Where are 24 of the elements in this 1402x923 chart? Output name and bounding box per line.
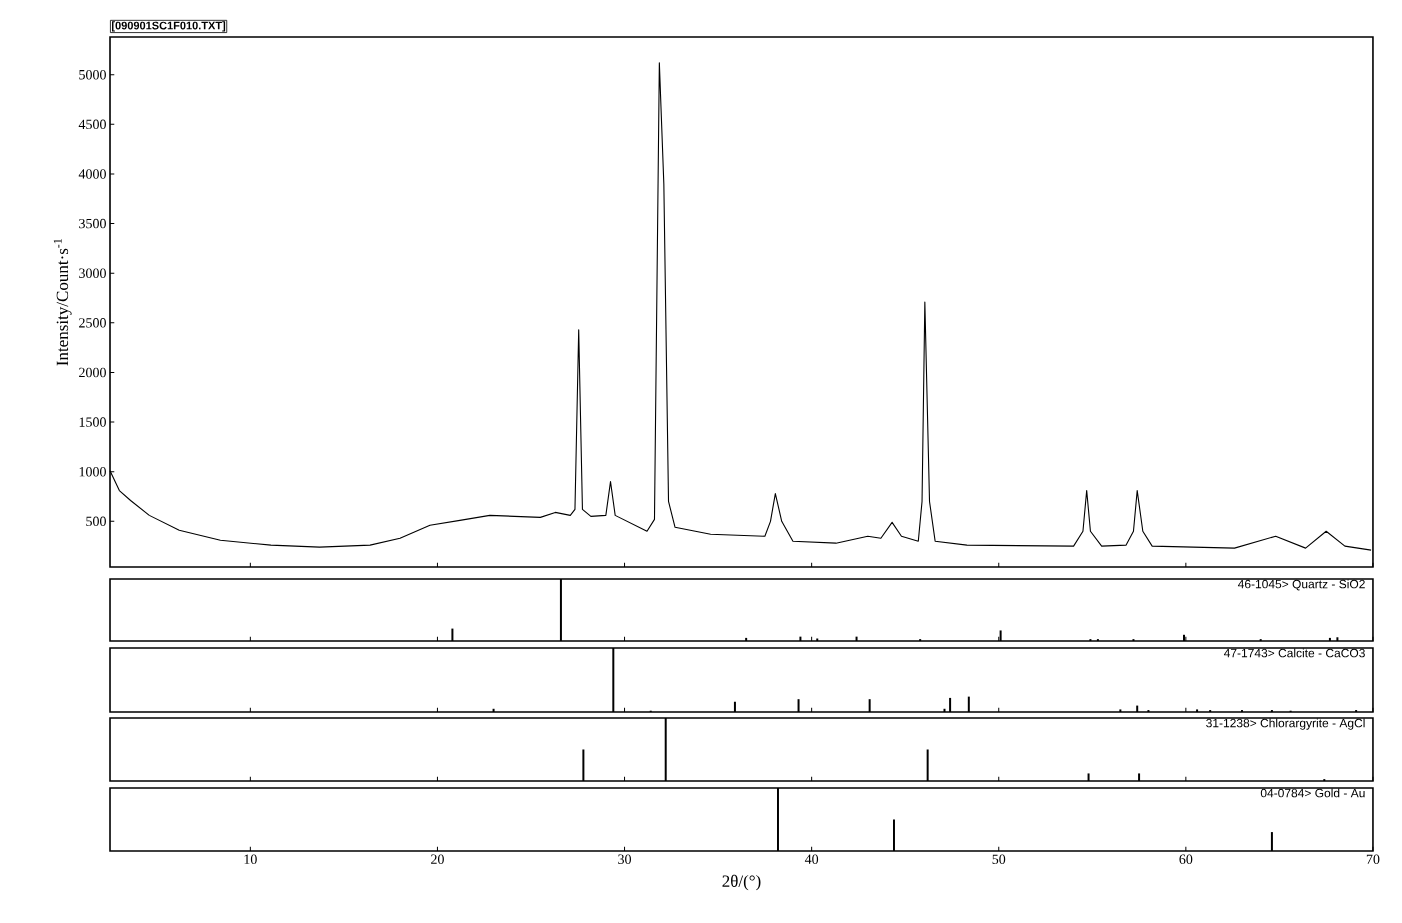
chart-title: 47-1743> Calcite - CaCO3 (1223, 648, 1365, 658)
x-tick-label: 20 (431, 854, 444, 864)
y-tick-label: 5000 (79, 69, 106, 80)
x-tick-label: 60 (1179, 854, 1193, 864)
chart-title: 31-1238> Chlorargyrite - AgCl (1206, 718, 1365, 730)
y-tick-label: 500 (86, 516, 106, 527)
y-tick-label: 1500 (79, 417, 106, 427)
y-tick-label: 3500 (79, 218, 106, 229)
chart-title: 04-0784> Gold - Au (1260, 788, 1365, 798)
y-axis-title: Intensity/Count·s$^{-1}$ (53, 238, 72, 366)
y-tick-label: 3000 (79, 268, 106, 278)
x-tick-label: 70 (1366, 854, 1380, 864)
x-tick-label: 30 (618, 854, 631, 864)
y-tick-label: 4000 (78, 169, 106, 179)
x-tick-label: 50 (992, 854, 1006, 864)
chart-title: 46-1045> Quartz - SiO2 (1237, 579, 1365, 591)
chart-title: [090901SC1F010.TXT] (112, 21, 226, 32)
x-tick-label: 40 (804, 854, 819, 864)
y-tick-label: 2000 (79, 367, 106, 378)
x-tick-label: 10 (244, 854, 257, 864)
y-tick-label: 1000 (79, 466, 106, 477)
x-axis-title: 2θ/(°) (722, 874, 761, 891)
y-tick-label: 4500 (78, 119, 106, 130)
y-tick-label: 2500 (79, 318, 106, 328)
